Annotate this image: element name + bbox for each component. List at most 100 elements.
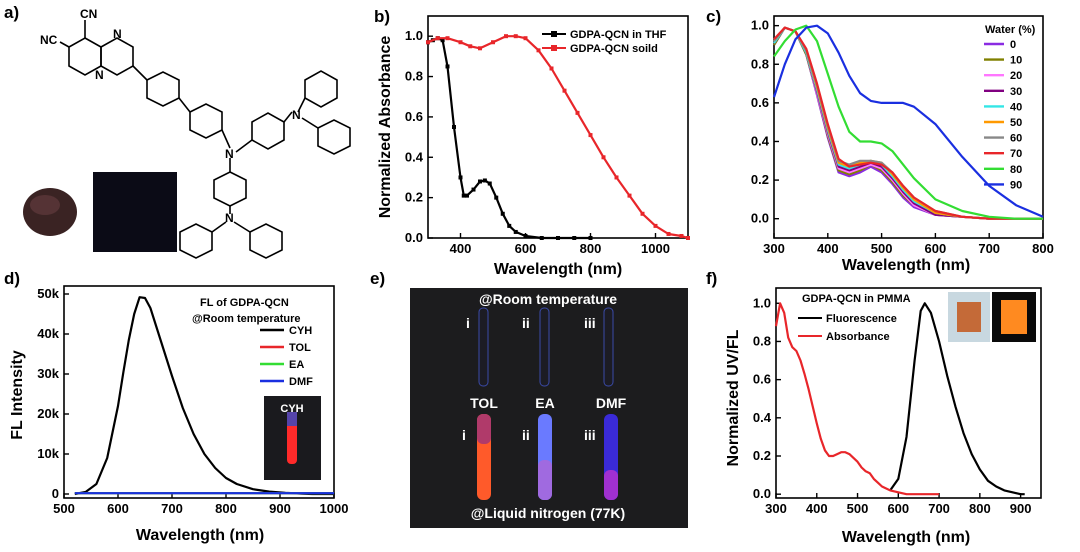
- panel-d-legend-text: DMF: [289, 376, 313, 388]
- panel-c-ytick-label: 0.0: [751, 211, 769, 226]
- panel-b-point: [458, 40, 463, 45]
- photo-top-label: @Room temperature: [479, 291, 617, 307]
- panel-b-series-gdpa-qcn-soild: [427, 35, 689, 240]
- panel-c-legend: 0 10 20 30 40 50 60 70 80 90: [984, 39, 1022, 191]
- panel-b-point: [458, 175, 463, 180]
- panel-f-xtick-label: 600: [887, 501, 909, 516]
- panel-f-label: f): [706, 269, 717, 288]
- panel-b-point: [445, 64, 450, 69]
- panel-b-point: [679, 233, 684, 238]
- panel-b-ytick-label: 0.2: [405, 190, 423, 205]
- n-bottom-label: N: [225, 211, 234, 225]
- panel-d-frame: [63, 285, 335, 499]
- panel-f-xtick-label: 300: [765, 501, 787, 516]
- panel-a-label: a): [4, 3, 19, 22]
- panel-d-ytick-label: 10k: [37, 446, 59, 461]
- panel-f-ytick-label: 0.4: [753, 410, 772, 425]
- panel-b-point: [513, 229, 518, 234]
- panel-b-ticks: 400 600 800 1000 0.0 0.2 0.4 0.6 0.8 1.0: [405, 28, 670, 256]
- legend-text-thf: GDPA-QCN in THF: [570, 29, 667, 41]
- panel-c-ytick-label: 0.4: [751, 133, 770, 148]
- panel-b-point: [575, 110, 580, 115]
- panel-b-point: [491, 40, 495, 45]
- panel-b-point: [478, 179, 482, 184]
- panel-f-xtick-label: 400: [806, 501, 828, 516]
- panel-c-legend-text: 10: [1010, 55, 1022, 67]
- panel-c-legend-title: Water (%): [985, 24, 1036, 36]
- panel-c-ytick-label: 0.2: [751, 172, 769, 187]
- panel-d-xtick-label: 800: [215, 501, 237, 516]
- panel-c-series-70: [773, 26, 1043, 220]
- n-right-label: N: [292, 108, 301, 122]
- roman-ii-top: ii: [522, 315, 530, 331]
- panel-f-frame: [775, 287, 1042, 499]
- panel-d-xtick-label: 500: [53, 501, 75, 516]
- panel-d-subtitle: @Room temperature: [192, 313, 301, 325]
- panel-c-legend-text: 20: [1010, 70, 1022, 82]
- panel-b-ylabel: Normalized Absorbance: [377, 36, 394, 219]
- panel-b-point: [523, 233, 528, 238]
- panel-d-legend-text: TOL: [289, 342, 311, 354]
- panel-b-ytick-label: 0.8: [405, 69, 423, 84]
- powder-dark-photo: [93, 172, 177, 252]
- panel-f-series-fluorescence: [889, 302, 1025, 496]
- panel-f-xtick-label: 900: [1010, 501, 1032, 516]
- roman-iii-bottom: iii: [584, 427, 596, 443]
- panel-f-xlabel: Wavelength (nm): [842, 529, 970, 546]
- panel-b-point: [562, 88, 567, 93]
- panel-b-point: [426, 40, 430, 45]
- panel-d-ytick-label: 20k: [37, 406, 59, 421]
- panel-d-legend-text: EA: [289, 359, 304, 371]
- panel-b-legend: GDPA-QCN in THF GDPA-QCN soild: [542, 29, 667, 55]
- panel-b-ytick-label: 0.4: [405, 149, 424, 164]
- panel-b-point: [465, 193, 469, 198]
- panel-b-point: [572, 236, 577, 240]
- panel-b-point: [556, 236, 560, 240]
- panel-b-chart: b) 400 600 800 1000 0.0 0.2 0.4 0.6 0.8 1.0 Wavel…: [374, 7, 690, 278]
- panel-b-xtick-label: 600: [515, 241, 537, 256]
- panel-b-xlabel: Wavelength (nm): [494, 261, 622, 278]
- panel-c-xlabel: Wavelength (nm): [842, 257, 970, 274]
- roman-i-bottom: i: [462, 427, 466, 443]
- cn-label-1: CN: [80, 7, 97, 21]
- panel-b-point: [471, 187, 476, 192]
- panel-b-point: [452, 125, 456, 129]
- n-q-label: N: [95, 68, 104, 82]
- panel-d-title: FL of GDPA-QCN: [200, 297, 289, 309]
- panel-c-chart: c) 300 400 500 600 700 8000.00.20.40.60.81.0 …: [706, 7, 1054, 274]
- panel-f-series-absorbance: [774, 302, 940, 496]
- panel-c-label: c): [706, 7, 721, 26]
- tube-rt-3: [603, 307, 614, 387]
- panel-d-ylabel: FL Intensity: [9, 350, 26, 440]
- panel-b-point: [445, 36, 450, 41]
- panel-f-xtick-label: 700: [928, 501, 950, 516]
- powder-photo: [23, 172, 177, 252]
- cyh-inset-label: CYH: [280, 403, 303, 415]
- panel-b-point: [478, 46, 482, 51]
- panel-b-point: [435, 36, 440, 41]
- panel-d-series-cyh: [74, 296, 334, 496]
- panel-d-legend-text: CYH: [289, 325, 312, 337]
- panel-b-point: [640, 211, 645, 216]
- panel-b-point: [588, 236, 593, 240]
- solvent-dmf: DMF: [596, 395, 627, 411]
- panel-c-xtick-label: 600: [925, 241, 947, 256]
- panel-b-ytick-label: 1.0: [405, 28, 423, 43]
- panel-c-xtick-label: 400: [817, 241, 839, 256]
- legend-text-solid: GDPA-QCN soild: [570, 43, 658, 55]
- photo-bottom-label: @Liquid nitrogen (77K): [471, 505, 625, 521]
- panel-b-point: [482, 178, 487, 183]
- panel-c-series: [772, 24, 1044, 220]
- panel-d-xtick-label: 1000: [320, 501, 349, 516]
- panel-b-series: [426, 34, 690, 240]
- panel-b-ytick-label: 0.0: [405, 230, 423, 245]
- panel-b-xtick-label: 800: [580, 241, 602, 256]
- legend-text-absorbance: Absorbance: [826, 331, 890, 343]
- panel-f-ytick-label: 1.0: [753, 295, 771, 310]
- panel-b-point: [500, 211, 505, 216]
- panel-d-ticks: 500 600 700 800 900 1000 0 10k 20k 30k 40k 50k: [37, 286, 348, 516]
- panel-b-point: [536, 48, 541, 53]
- panel-b-ytick-label: 0.6: [405, 109, 423, 124]
- panel-b-point: [601, 155, 606, 160]
